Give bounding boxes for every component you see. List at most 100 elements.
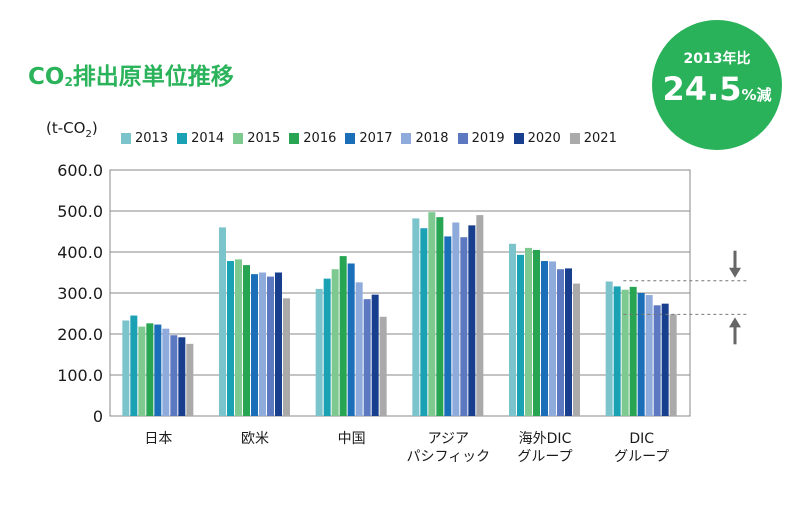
category-label: 欧米 bbox=[241, 431, 269, 447]
y-tick-label: 400.0 bbox=[57, 243, 103, 262]
bar bbox=[533, 249, 540, 416]
category-label: 海外DIC bbox=[519, 431, 572, 447]
legend-label: 2013 bbox=[135, 131, 169, 146]
bar bbox=[170, 335, 178, 416]
bar bbox=[525, 247, 532, 416]
legend-swatch bbox=[233, 133, 244, 144]
badge-value: 24.5%減 bbox=[662, 70, 772, 108]
bar bbox=[267, 276, 274, 416]
bar bbox=[476, 215, 484, 416]
bar bbox=[613, 286, 621, 416]
bar bbox=[452, 222, 460, 416]
bar bbox=[565, 268, 572, 416]
bar bbox=[517, 254, 524, 416]
bar bbox=[669, 314, 677, 416]
legend-item: 2013 bbox=[121, 131, 168, 146]
bar bbox=[621, 289, 629, 416]
category-label: 中国 bbox=[338, 431, 366, 447]
bar bbox=[122, 320, 130, 416]
category-label: グループ bbox=[517, 449, 572, 465]
legend-item: 2019 bbox=[457, 131, 505, 146]
bar bbox=[363, 299, 371, 416]
bar bbox=[331, 269, 339, 416]
legend-label: 2020 bbox=[527, 131, 561, 146]
bar bbox=[436, 217, 444, 416]
bar bbox=[227, 261, 234, 416]
unit-label: (t-CO2) bbox=[46, 119, 98, 140]
legend-label: 2015 bbox=[247, 131, 281, 146]
category-label: 日本 bbox=[144, 431, 172, 447]
legend-label: 2017 bbox=[359, 131, 393, 146]
bar bbox=[323, 278, 331, 416]
bar bbox=[339, 256, 347, 416]
bar bbox=[541, 261, 548, 416]
bar bbox=[259, 272, 266, 416]
legend-item: 2016 bbox=[289, 131, 336, 146]
bar bbox=[347, 263, 355, 416]
bar bbox=[557, 269, 564, 416]
bar bbox=[154, 324, 162, 416]
y-tick-label: 500.0 bbox=[57, 202, 103, 221]
category-label: DIC bbox=[629, 431, 654, 447]
bar bbox=[275, 272, 282, 416]
up-arrow-icon bbox=[729, 317, 741, 328]
chart-title: CO2排出原単位推移 bbox=[28, 64, 234, 90]
bar bbox=[420, 228, 428, 416]
bar bbox=[371, 294, 379, 416]
legend-item: 2018 bbox=[401, 131, 449, 146]
bar bbox=[243, 265, 250, 416]
bar bbox=[509, 243, 516, 416]
bar bbox=[629, 286, 637, 416]
bar bbox=[235, 259, 242, 416]
bar bbox=[412, 218, 420, 416]
legend-swatch bbox=[289, 133, 300, 144]
legend-swatch bbox=[401, 133, 412, 144]
legend-swatch bbox=[569, 133, 580, 144]
y-tick-label: 600.0 bbox=[57, 161, 103, 180]
badge-caption: 2013年比 bbox=[683, 51, 751, 67]
bar bbox=[428, 212, 436, 416]
bar bbox=[162, 328, 170, 416]
bar bbox=[251, 274, 258, 416]
legend-item: 2014 bbox=[177, 131, 224, 146]
bar bbox=[645, 295, 653, 416]
bar bbox=[146, 323, 154, 416]
category-label: グループ bbox=[614, 449, 669, 465]
legend-item: 2017 bbox=[345, 131, 392, 146]
bar bbox=[653, 305, 661, 416]
category-label: パシフィック bbox=[406, 449, 490, 465]
legend-item: 2020 bbox=[513, 131, 561, 146]
bar bbox=[468, 225, 476, 416]
legend-label: 2014 bbox=[191, 131, 225, 146]
bar bbox=[444, 236, 452, 416]
legend-item: 2015 bbox=[233, 131, 280, 146]
bar bbox=[283, 298, 290, 416]
legend-label: 2021 bbox=[583, 131, 617, 146]
bar bbox=[573, 283, 580, 416]
bar bbox=[178, 337, 186, 416]
bar bbox=[186, 343, 194, 416]
y-tick-label: 100.0 bbox=[57, 366, 103, 385]
bar bbox=[138, 326, 146, 416]
legend-swatch bbox=[457, 133, 468, 144]
legend-item: 2021 bbox=[569, 131, 617, 146]
down-arrow-icon bbox=[729, 267, 741, 278]
bar bbox=[661, 303, 669, 416]
category-label: アジア bbox=[428, 431, 469, 447]
y-tick-label: 200.0 bbox=[57, 325, 103, 344]
bar bbox=[549, 261, 556, 416]
bar bbox=[460, 237, 468, 416]
legend-swatch bbox=[177, 133, 188, 144]
legend-swatch bbox=[121, 133, 131, 144]
bar bbox=[130, 315, 138, 416]
legend-label: 2016 bbox=[303, 131, 337, 146]
chart-legend: 2013 2014 2015 2016 2017 2018 2019 2020 2021 bbox=[121, 131, 626, 146]
y-tick-label: 0 bbox=[93, 407, 103, 426]
bar bbox=[605, 281, 613, 416]
legend-label: 2019 bbox=[471, 131, 505, 146]
bar bbox=[637, 293, 645, 416]
bar bbox=[315, 288, 323, 416]
y-tick-label: 300.0 bbox=[57, 284, 103, 303]
bar bbox=[379, 316, 387, 416]
